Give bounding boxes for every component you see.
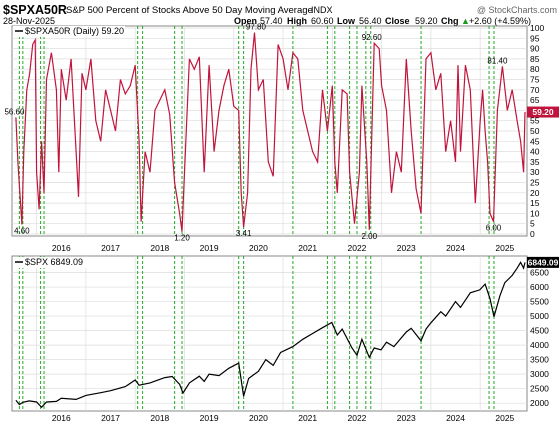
high-value: 60.60 <box>311 16 334 26</box>
y-tick-label: 70 <box>530 85 540 95</box>
peak-annotation: 1.20 <box>174 234 190 243</box>
y-tick-label: 2500 <box>530 384 549 394</box>
breadth-legend-bg <box>13 26 125 37</box>
y-tick-label: 65 <box>530 95 540 105</box>
spx-legend: $SPX 6849.09 <box>25 257 83 267</box>
peak-annotation: 6.00 <box>486 224 502 233</box>
peak-annotation: 4.60 <box>14 227 30 236</box>
description-text: S&P 500 Percent of Stocks Above 50 Day M… <box>66 5 313 16</box>
y-tick-label: 0 <box>530 229 535 239</box>
x-tick-label: 2017 <box>101 243 120 253</box>
y-tick-label: 3000 <box>530 369 549 379</box>
breadth-last-value-box <box>527 106 559 118</box>
y-tick-label: 50 <box>530 126 540 136</box>
spx-last-value: 6849.09 <box>528 257 559 267</box>
peak-annotation: 2.00 <box>362 232 378 241</box>
breadth-x-axis: 2016 2017 2018 2019 2020 2021 2022 2023 2024 2025 <box>52 243 515 253</box>
x-tick-label: 2021 <box>298 243 317 253</box>
x-tick-label: 2019 <box>200 413 219 423</box>
chg-value: +2.60 (+4.59%) <box>469 16 531 26</box>
y-tick-label: 100 <box>530 23 544 33</box>
x-tick-label: 2022 <box>348 413 367 423</box>
y-tick-label: 4500 <box>530 326 549 336</box>
high-label: High <box>287 16 307 26</box>
y-tick-label: 85 <box>530 54 540 64</box>
spx-legend-bg <box>13 257 93 268</box>
y-tick-label: 20 <box>530 188 540 198</box>
spx-series-line <box>15 261 526 409</box>
date-text: 28-Nov-2025 <box>3 16 55 26</box>
x-tick-label: 2025 <box>495 413 514 423</box>
symbol-title: $SPXA50R <box>3 3 67 17</box>
y-tick-label: 45 <box>530 136 540 146</box>
x-tick-label: 2024 <box>446 413 465 423</box>
y-tick-label: 25 <box>530 178 540 188</box>
y-tick-label: 35 <box>530 157 540 167</box>
spx-last-value-box <box>527 256 559 268</box>
y-tick-label: 5000 <box>530 311 549 321</box>
y-tick-label: 75 <box>530 75 540 85</box>
open-label: Open <box>234 16 257 26</box>
y-tick-label: 55 <box>530 116 540 126</box>
spx-y-axis: 2000 2500 3000 3500 4000 4500 5000 5500 6000 6500 <box>530 268 549 409</box>
x-tick-label: 2023 <box>397 243 416 253</box>
spx-markers <box>18 256 495 411</box>
y-tick-label: 6500 <box>530 268 549 278</box>
y-tick-label: 90 <box>530 44 540 54</box>
low-label: Low <box>337 16 356 26</box>
x-tick-label: 2021 <box>298 413 317 423</box>
y-tick-label: 5500 <box>530 297 549 307</box>
breadth-last-value: 59.20 <box>532 107 554 117</box>
x-tick-label: 2025 <box>495 243 514 253</box>
x-tick-label: 2023 <box>397 413 416 423</box>
y-tick-label: 3500 <box>530 355 549 365</box>
peak-annotation: 81.40 <box>487 56 508 65</box>
x-tick-label: 2017 <box>101 413 120 423</box>
peak-annotation: 56.60 <box>4 107 25 116</box>
y-tick-label: 6000 <box>530 282 549 292</box>
y-tick-label: 80 <box>530 64 540 74</box>
x-tick-label: 2022 <box>348 243 367 253</box>
y-tick-label: 15 <box>530 198 540 208</box>
x-tick-label: 2024 <box>446 243 465 253</box>
breadth-series-line <box>15 32 526 232</box>
peak-annotation: 97.80 <box>246 23 267 32</box>
x-tick-label: 2020 <box>249 243 268 253</box>
peak-annotation: 92.60 <box>362 33 383 42</box>
x-tick-label: 2016 <box>52 243 71 253</box>
chg-label: Chg <box>441 16 459 26</box>
x-tick-label: 2016 <box>52 413 71 423</box>
x-tick-label: 2020 <box>249 413 268 423</box>
open-value: 57.40 <box>260 16 283 26</box>
breadth-grid <box>12 26 527 236</box>
y-tick-label: 10 <box>530 208 540 218</box>
exchange-text: INDX <box>311 5 333 15</box>
spx-panel <box>11 255 528 412</box>
x-tick-label: 2018 <box>150 243 169 253</box>
breadth-legend: $SPXA50R (Daily) 59.20 <box>25 26 124 36</box>
close-label: Close <box>385 16 410 26</box>
up-arrow-icon: ▲ <box>461 16 470 26</box>
breadth-y-axis: 0510152025303540455055606570758085909510… <box>530 23 544 239</box>
x-tick-label: 2019 <box>200 243 219 253</box>
y-tick-label: 95 <box>530 33 540 43</box>
peak-annotation: 3.41 <box>236 229 252 238</box>
y-tick-label: 5 <box>530 219 535 229</box>
y-tick-label: 4000 <box>530 340 549 350</box>
y-tick-label: 30 <box>530 167 540 177</box>
spx-grid <box>12 256 527 411</box>
spx-x-axis: 2016 2017 2018 2019 2020 2021 2022 2023 2024 2025 <box>52 413 515 423</box>
low-value: 56.40 <box>359 16 382 26</box>
close-value: 59.20 <box>415 16 438 26</box>
watermark-text: @ StockCharts.com <box>477 5 557 15</box>
x-tick-label: 2018 <box>150 413 169 423</box>
y-tick-label: 40 <box>530 147 540 157</box>
y-tick-label: 2000 <box>530 398 549 408</box>
